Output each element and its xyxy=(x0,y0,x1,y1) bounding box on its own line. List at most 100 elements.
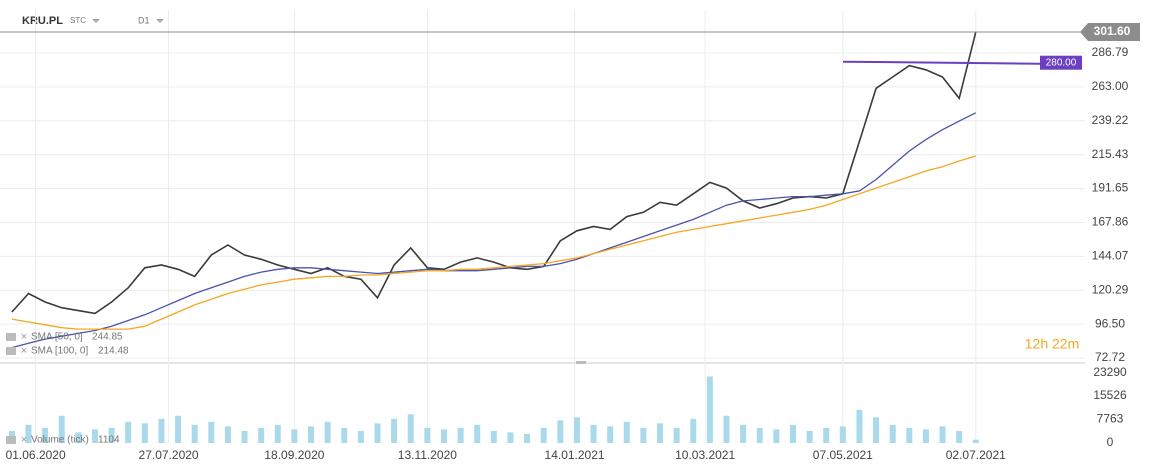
volume-bar xyxy=(440,429,447,443)
symbol[interactable]: KRU.PL xyxy=(22,15,63,27)
x-tick-label: 18.09.2020 xyxy=(264,448,324,462)
y-tick-label: 144.07 xyxy=(1092,249,1129,263)
volume-bar xyxy=(773,429,780,443)
volume-bar xyxy=(690,418,697,443)
volume-tick-label: 15526 xyxy=(1093,388,1127,402)
volume-bar xyxy=(208,421,215,443)
y-tick-label: 286.79 xyxy=(1092,45,1129,59)
volume-bar xyxy=(291,429,298,443)
volume-bar xyxy=(490,430,497,443)
volume-bar xyxy=(224,426,231,443)
sma-line xyxy=(11,155,976,330)
last-price-tag xyxy=(1080,22,1140,41)
volume-bar xyxy=(740,424,747,443)
legend-icon xyxy=(6,347,16,355)
volume-bar xyxy=(823,427,830,443)
volume-bar xyxy=(108,427,115,443)
volume-bar xyxy=(590,424,597,443)
pane-handle[interactable] xyxy=(576,361,586,364)
interval-caret[interactable] xyxy=(156,19,164,23)
volume-bar xyxy=(573,417,580,443)
volume-bar xyxy=(258,427,265,443)
volume-bar xyxy=(274,424,281,443)
volume-bar xyxy=(789,424,796,443)
volume-bar xyxy=(175,415,182,443)
volume-bar xyxy=(972,439,979,443)
volume-bar xyxy=(424,427,431,443)
x-tick-label: 01.06.2020 xyxy=(6,448,66,462)
market-caret[interactable] xyxy=(92,19,100,23)
interval[interactable]: D1 xyxy=(138,15,150,25)
volume-bar xyxy=(75,432,82,443)
volume-tick-label: 7763 xyxy=(1097,412,1124,426)
volume-bar xyxy=(873,417,880,443)
volume-bar xyxy=(125,421,132,443)
x-tick-label: 27.07.2020 xyxy=(139,448,199,462)
volume-bar xyxy=(557,420,564,443)
market[interactable]: STC xyxy=(70,16,86,25)
volume-bar xyxy=(241,430,248,443)
volume-bar xyxy=(474,424,481,443)
y-tick-label: 239.22 xyxy=(1092,113,1129,127)
volume-bar xyxy=(706,376,713,443)
volume-bar xyxy=(158,418,165,443)
x-tick-label: 10.03.2021 xyxy=(675,448,735,462)
volume-bar xyxy=(341,427,348,443)
volume-bar xyxy=(374,423,381,443)
x-tick-label: 13.11.2020 xyxy=(398,448,457,462)
legend-close: × xyxy=(21,345,27,357)
grid xyxy=(0,10,1085,443)
legend-name: Volume (tick) xyxy=(31,435,89,446)
volume-bar xyxy=(524,433,531,443)
volume-bar xyxy=(623,421,630,443)
level-label: 280.00 xyxy=(1046,57,1077,68)
volume-tick-label: 23290 xyxy=(1093,365,1127,379)
volume-bar xyxy=(889,424,896,443)
volume-bar xyxy=(756,427,763,443)
y-tick-label: 72.72 xyxy=(1095,350,1125,364)
volume-bar xyxy=(42,427,49,443)
legend-close: × xyxy=(21,331,27,343)
volume-bar xyxy=(91,429,98,443)
volume-bar xyxy=(922,429,929,443)
volume-tick-label: 0 xyxy=(1107,435,1114,449)
y-tick-label: 263.00 xyxy=(1092,79,1129,93)
legend-name: SMA [50, 0] xyxy=(31,332,83,343)
volume-bar xyxy=(58,415,65,443)
volume-bar xyxy=(806,430,813,443)
price-line xyxy=(11,31,977,315)
volume-bar xyxy=(640,427,647,443)
volume-bar xyxy=(540,427,547,443)
y-tick-label: 215.43 xyxy=(1092,147,1129,161)
volume-bar xyxy=(723,415,730,443)
volume-bar xyxy=(939,426,946,443)
countdown: 12h 22m xyxy=(1025,336,1079,352)
y-tick-label: 120.29 xyxy=(1092,282,1129,296)
volume-bar xyxy=(191,424,198,443)
legend-name: SMA [100, 0] xyxy=(31,346,88,357)
x-tick-label: 07.05.2021 xyxy=(813,448,873,462)
volume-bar xyxy=(324,421,331,443)
volume-bar xyxy=(308,426,315,443)
legend-value: 244.85 xyxy=(92,332,123,343)
volume-bar xyxy=(839,426,846,443)
volume-bar xyxy=(956,430,963,443)
legend-close: × xyxy=(21,434,27,446)
legend-value: 1104 xyxy=(98,435,120,446)
legend-icon xyxy=(6,436,16,444)
volume-bar xyxy=(141,423,148,443)
x-tick-label: 14.01.2021 xyxy=(545,448,605,462)
y-tick-label: 167.86 xyxy=(1092,215,1129,229)
x-tick-label: 02.07.2021 xyxy=(946,448,1006,462)
sma-line xyxy=(11,112,977,349)
y-tick-label: 191.65 xyxy=(1092,181,1129,195)
volume-bar xyxy=(607,426,614,443)
level-tag xyxy=(1040,55,1082,70)
y-tick-label: 96.50 xyxy=(1095,316,1125,330)
volume-bar xyxy=(906,427,913,443)
volume-bar xyxy=(856,409,863,443)
volume-bar xyxy=(657,423,664,443)
